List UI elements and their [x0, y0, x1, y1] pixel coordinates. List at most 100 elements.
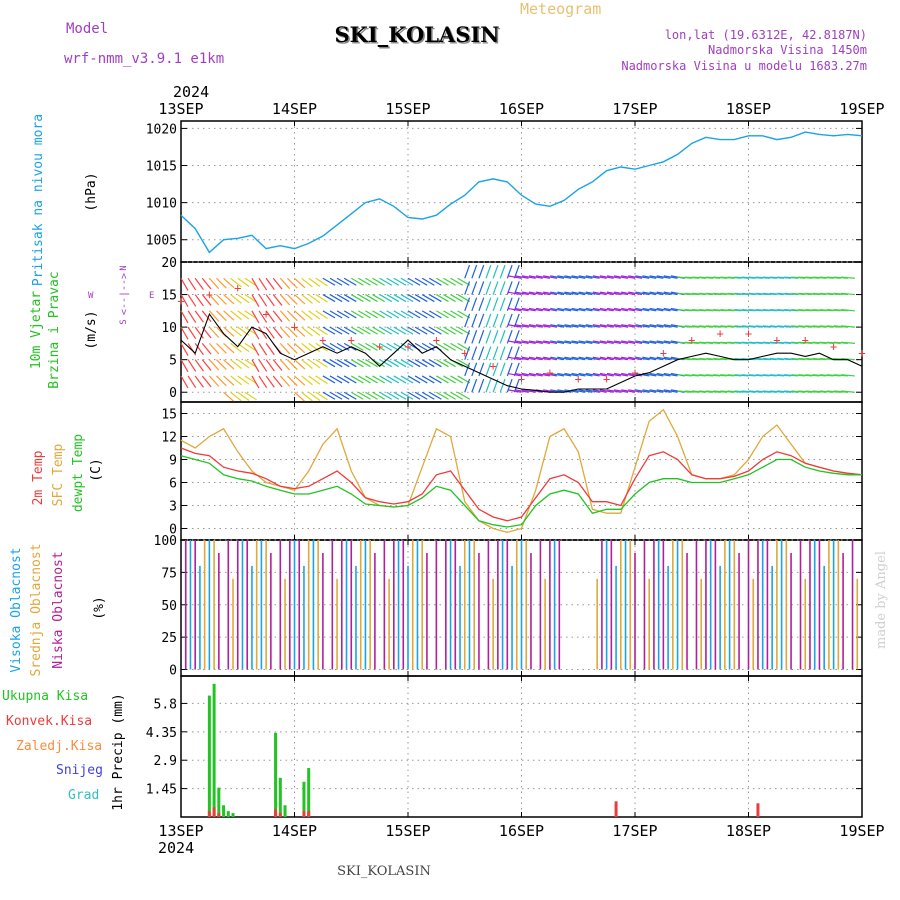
wind-barb [443, 359, 456, 368]
x-tick-label-bottom: 16SEP [499, 822, 544, 840]
wind-barb [443, 391, 456, 400]
wind-barb [237, 277, 250, 287]
wind-barb [194, 343, 204, 356]
wind-barb [748, 390, 763, 393]
wind-barb [557, 340, 572, 344]
legend-frozen-rain: Zaledj.Kisa [16, 739, 102, 754]
wind-barb [386, 342, 400, 351]
credit-watermark: made by Angel [874, 551, 889, 649]
wind-barb [628, 340, 643, 344]
wind-barb [485, 264, 492, 279]
convective-rain-bar [307, 811, 311, 817]
wind-barb [443, 277, 456, 286]
wind-barb [208, 359, 220, 371]
wind-barb [223, 310, 235, 321]
wind-barb [315, 375, 328, 385]
wind-barb [762, 325, 777, 328]
wind-barb [677, 276, 692, 279]
wind-barb [450, 326, 463, 335]
precip-ytick-label: 2.9 [154, 754, 177, 769]
wind-barb [755, 309, 770, 312]
cloud-ytick-label: 100 [154, 534, 177, 549]
wind-barb [578, 275, 593, 279]
wind-barb [294, 359, 306, 370]
wind-barb [308, 310, 321, 320]
wind-barb [343, 310, 357, 319]
wind-barb [521, 291, 536, 296]
wind-barb [762, 341, 777, 344]
wind-barb [372, 294, 385, 303]
wind-barb [407, 294, 421, 303]
wind-barb [244, 359, 257, 368]
gust-mark: + [773, 333, 780, 347]
wind-barb [443, 310, 456, 319]
wind-barb [258, 326, 268, 340]
wind-barb [585, 307, 600, 312]
wind-barb [471, 264, 478, 279]
wind-barb [663, 372, 678, 377]
wind-barb [386, 310, 400, 319]
x-tick-label-top: 15SEP [385, 100, 430, 118]
wind-barb [251, 343, 260, 356]
wind-barb [230, 277, 242, 288]
wind-barb [564, 324, 579, 328]
wind-barb [642, 291, 657, 296]
wind-barb [840, 390, 855, 393]
wind-barb [734, 325, 749, 328]
gust-mark: + [575, 372, 582, 386]
wind-barb [308, 342, 321, 353]
wind-ytick-label: 15 [161, 289, 177, 304]
gust-mark: + [717, 327, 724, 341]
wind-barb [464, 281, 471, 295]
temp-ytick-label: 9 [169, 454, 177, 469]
wind-barb [358, 310, 371, 319]
wind-ytick-label: 5 [169, 354, 177, 369]
wind-barb [769, 292, 785, 296]
wind-barb [414, 294, 428, 303]
precip-ytick-label: 1.45 [146, 783, 177, 798]
wind-barb [428, 391, 442, 400]
wind-barb [819, 374, 834, 377]
wind-barb [492, 281, 499, 295]
wind-barb [635, 356, 650, 361]
wind-barb [557, 307, 572, 312]
wind-barb [585, 340, 600, 344]
wind-barb [543, 291, 558, 296]
wind-barb [414, 326, 428, 335]
wind-barb [436, 342, 449, 351]
wind-barb [578, 324, 593, 328]
x-axis-bottom: 2024 13SEP 14SEP 15SEP 16SEP 17SEP 18SEP 19SEP [158, 822, 885, 857]
wind-barb [478, 362, 485, 377]
wind-barb [812, 276, 827, 279]
wind-barb [606, 356, 621, 361]
wind-barb [599, 372, 614, 377]
wind-barb [507, 275, 522, 279]
wind-barb [777, 390, 792, 393]
wind-barb [471, 330, 478, 344]
wind-barb [365, 391, 378, 400]
wind-barb [286, 342, 298, 354]
wind-barb [691, 341, 706, 344]
wind-barb [350, 310, 364, 319]
wind-barb [649, 372, 664, 377]
total-rain-bar [302, 781, 306, 817]
wind-barb [436, 375, 449, 384]
wind-barb [187, 326, 197, 340]
wind-barb [777, 292, 792, 296]
wind-barb [180, 375, 189, 389]
wind-speed-line [180, 312, 863, 393]
wind-barb [279, 375, 291, 387]
wind-barb [393, 391, 407, 400]
wind-barb [308, 294, 321, 304]
wind-barb [840, 325, 855, 328]
temp-ytick-label: 15 [161, 408, 177, 423]
temp-label-2: SFC Temp [51, 444, 66, 507]
wind-barb [499, 362, 506, 377]
cloud-label-1: Visoka Oblacnost [9, 547, 24, 672]
wind-barb [599, 307, 614, 312]
wind-barb [194, 277, 204, 290]
wind-barb [372, 342, 385, 351]
wind-barb [621, 291, 636, 296]
wind-barb [358, 277, 371, 286]
